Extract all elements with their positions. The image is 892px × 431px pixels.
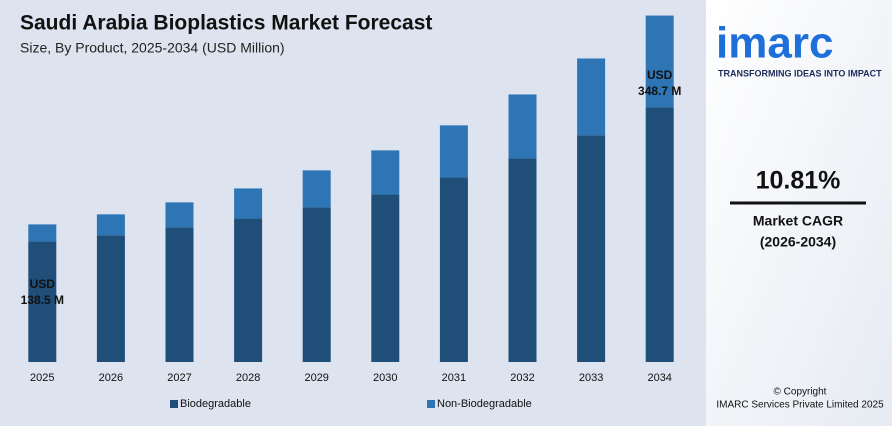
- x-tick-label: 2025: [30, 372, 54, 384]
- x-tick-label: 2033: [579, 372, 603, 384]
- bar-segment: [508, 158, 537, 362]
- legend-swatch: [427, 400, 435, 408]
- annotation-label: 348.7 M: [638, 84, 681, 98]
- bar-segment: [371, 194, 400, 362]
- annotation-unit: USD: [647, 68, 673, 82]
- cagr-label: Market CAGR: [753, 213, 843, 229]
- annotation-unit: USD: [30, 277, 56, 291]
- cagr-value: 10.81%: [756, 167, 841, 195]
- x-tick-label: 2032: [510, 372, 534, 384]
- x-tick-label: 2028: [236, 372, 260, 384]
- bar-segment: [234, 218, 263, 362]
- bar-segment: [96, 214, 125, 236]
- tagline: TRANSFORMING IDEAS INTO IMPACT: [718, 68, 882, 78]
- bar-segment: [439, 177, 468, 362]
- legend-swatch: [170, 400, 178, 408]
- bar-segment: [96, 235, 125, 362]
- x-tick-label: 2026: [99, 372, 123, 384]
- bar-segment: [439, 125, 468, 178]
- bar-segment: [165, 202, 194, 228]
- bar-segment: [302, 170, 331, 208]
- bar-segment: [645, 107, 674, 362]
- legend-label: Biodegradable: [180, 398, 251, 410]
- annotation-label: 138.5 M: [21, 293, 64, 307]
- legend-label: Non-Biodegradable: [437, 398, 532, 410]
- cagr-period: (2026-2034): [760, 234, 836, 250]
- bar-segment: [28, 224, 57, 242]
- logo: imarc: [716, 19, 833, 68]
- chart-subtitle: Size, By Product, 2025-2034 (USD Million…: [20, 40, 285, 56]
- bar-segment: [645, 15, 674, 108]
- chart-title: Saudi Arabia Bioplastics Market Forecast: [20, 12, 432, 35]
- x-tick-label: 2030: [373, 372, 397, 384]
- x-tick-label: 2034: [647, 372, 671, 384]
- bar-segment: [577, 135, 606, 362]
- bar-segment: [28, 241, 57, 362]
- bar-segment: [577, 58, 606, 136]
- x-tick-label: 2029: [304, 372, 328, 384]
- bar-segment: [234, 188, 263, 219]
- company: IMARC Services Private Limited 2025: [716, 400, 884, 411]
- copyright: © Copyright: [774, 387, 827, 398]
- bar-segment: [371, 150, 400, 195]
- sidebar-background: [706, 0, 892, 426]
- x-tick-label: 2031: [442, 372, 466, 384]
- bar-segment: [508, 94, 537, 159]
- bar-segment: [302, 207, 331, 362]
- x-tick-label: 2027: [167, 372, 191, 384]
- bar-segment: [165, 227, 194, 362]
